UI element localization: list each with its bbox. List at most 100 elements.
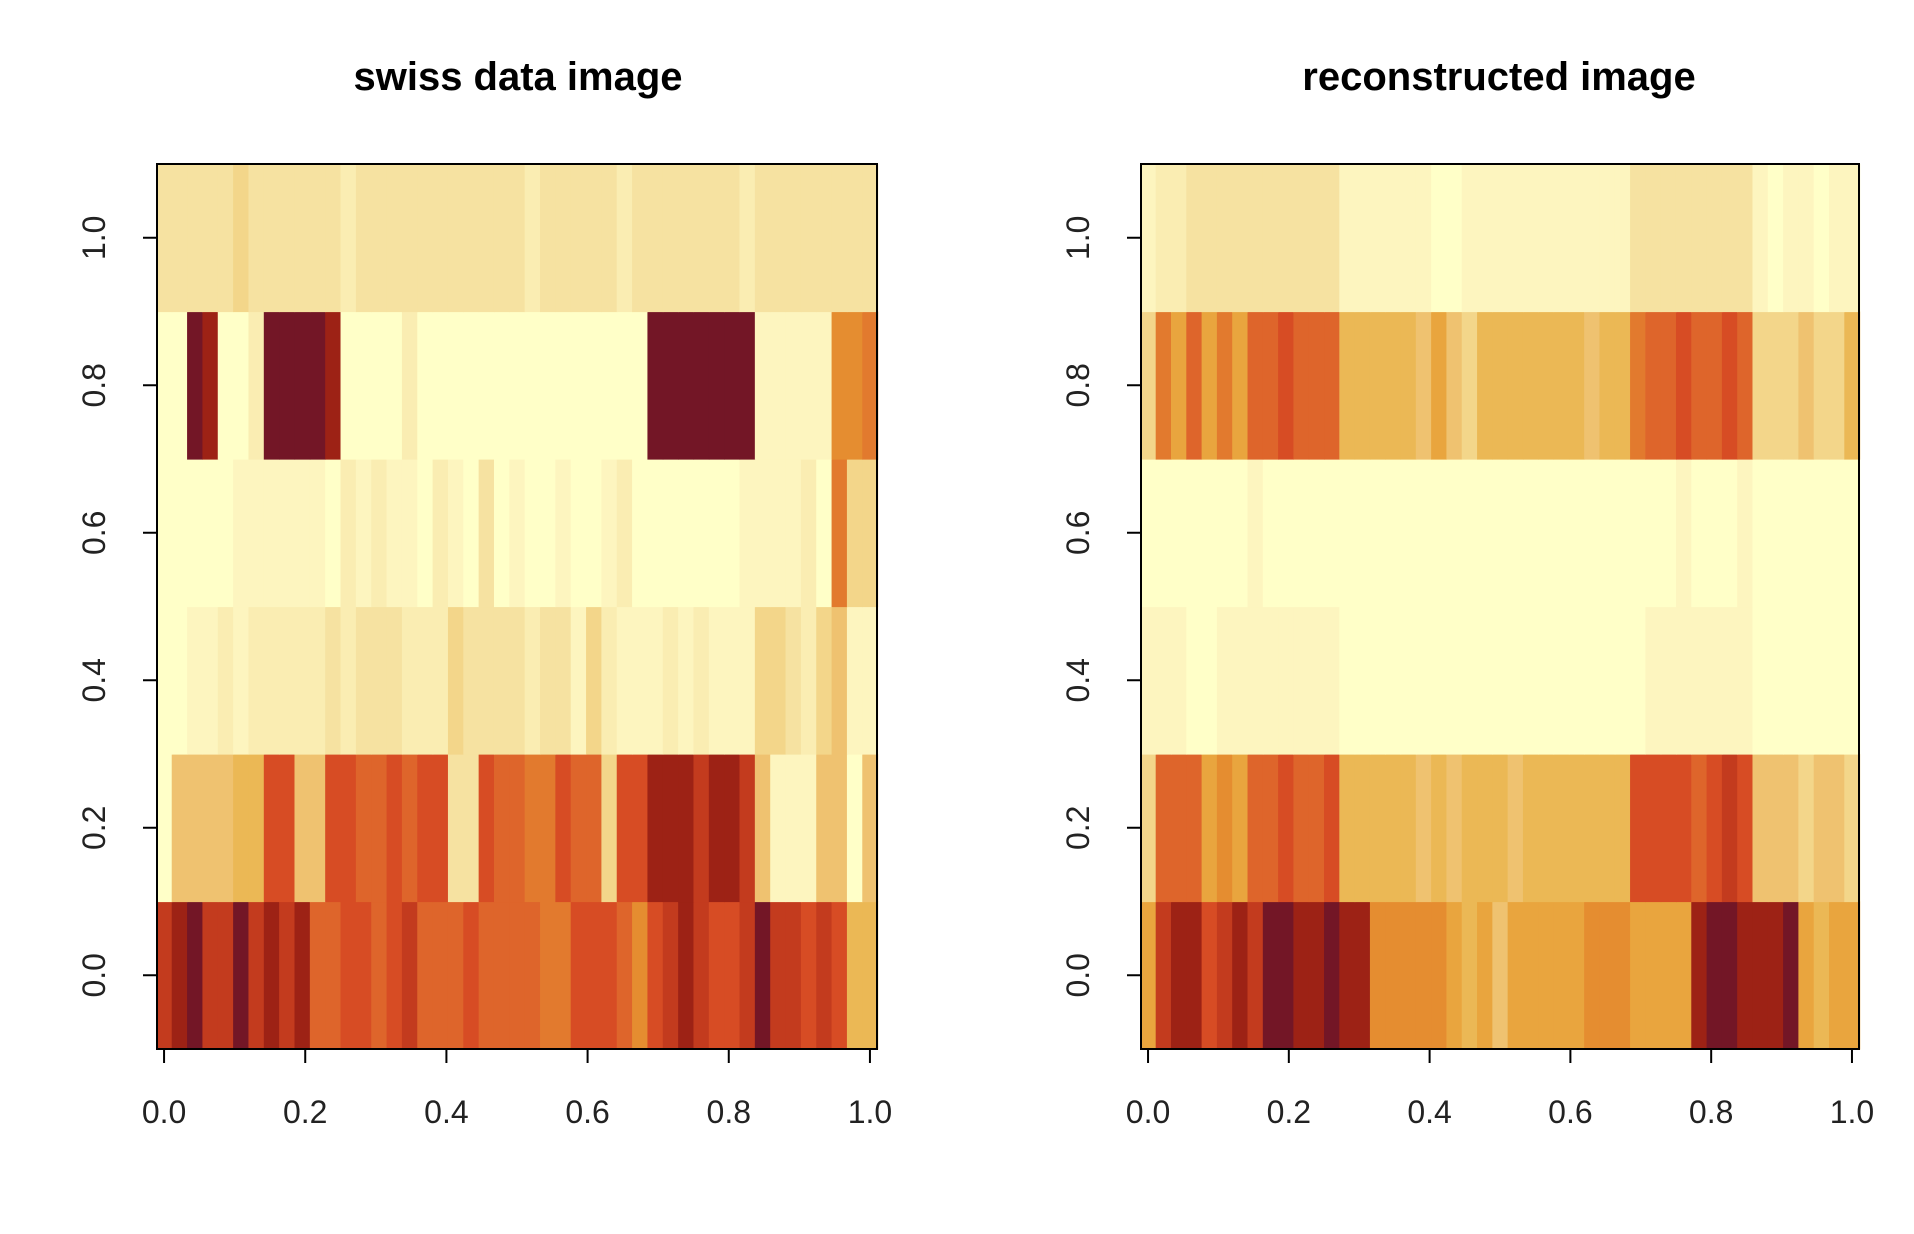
heatmap-cell (493, 754, 510, 903)
heatmap-cell (1584, 459, 1601, 608)
heatmap-cell (1568, 754, 1585, 903)
heatmap-cell (401, 459, 418, 608)
heatmap-cell (1216, 459, 1233, 608)
heatmap-cell (447, 459, 464, 608)
heatmap-cell (447, 901, 464, 1050)
heatmap-cell (1369, 311, 1386, 460)
heatmap-cell (1477, 901, 1493, 1050)
heatmap-cell (1584, 606, 1601, 755)
heatmap-cell (432, 311, 449, 460)
heatmap-cell (647, 311, 664, 460)
heatmap-cell (831, 754, 848, 903)
heatmap-cell (1369, 901, 1386, 1050)
x-tick-label: 1.0 (1830, 1094, 1874, 1130)
heatmap-cell (478, 459, 495, 608)
heatmap-cell (187, 459, 204, 608)
heatmap-cell (1645, 311, 1662, 460)
heatmap-cell (417, 311, 434, 460)
heatmap-cell (1339, 311, 1356, 460)
x-tick-label: 0.6 (1548, 1094, 1592, 1130)
heatmap-cell (1798, 606, 1815, 755)
heatmap-cell (1721, 311, 1738, 460)
heatmap-cell (708, 754, 725, 903)
heatmap-cell (417, 901, 434, 1050)
heatmap-cell (601, 459, 618, 608)
heatmap-cell (1186, 459, 1203, 608)
heatmap-cell (1737, 754, 1754, 903)
heatmap-cell (1630, 311, 1646, 460)
heatmap-cell (570, 164, 587, 313)
x-tick-label: 0.4 (1407, 1094, 1451, 1130)
heatmap-cell (325, 164, 342, 313)
heatmap-cell (1507, 311, 1524, 460)
heatmap-cell (1324, 901, 1340, 1050)
heatmap-cell (1584, 901, 1601, 1050)
heatmap-cell (340, 606, 357, 755)
heatmap-cell (478, 311, 495, 460)
heatmap-cell (662, 164, 679, 313)
heatmap-cell (1262, 311, 1279, 460)
heatmap-cell (1293, 164, 1310, 313)
heatmap-cell (401, 311, 418, 460)
heatmap-cell (1186, 311, 1203, 460)
heatmap-cell (1385, 606, 1402, 755)
heatmap-cell (1324, 164, 1340, 313)
heatmap-cell (693, 311, 710, 460)
heatmap-cell (846, 754, 863, 903)
heatmap-cell (1844, 459, 1861, 608)
heatmap-cell (678, 164, 695, 313)
heatmap-cell (478, 754, 495, 903)
heatmap-cell (294, 459, 311, 608)
heatmap-cell (478, 901, 495, 1050)
heatmap-cell (1829, 164, 1845, 313)
heatmap-cell (1813, 606, 1830, 755)
heatmap-cell (1538, 606, 1555, 755)
heatmap-cell (401, 754, 418, 903)
heatmap-cell (1247, 901, 1264, 1050)
heatmap-cell (708, 164, 725, 313)
heatmap-cell (1813, 311, 1830, 460)
heatmap-cell (1706, 311, 1723, 460)
heatmap-cell (1155, 606, 1172, 755)
heatmap-cell (816, 459, 833, 608)
heatmap-cell (1262, 901, 1279, 1050)
heatmap-cell (678, 606, 695, 755)
heatmap-cell (355, 606, 372, 755)
heatmap-cell (202, 606, 219, 755)
heatmap-cell (708, 901, 725, 1050)
heatmap-cell (1216, 164, 1233, 313)
heatmap-cell (1415, 311, 1432, 460)
heatmap-cell (1446, 311, 1463, 460)
heatmap-cell (1400, 459, 1417, 608)
heatmap-cell (708, 311, 725, 460)
heatmap-cell (1400, 164, 1417, 313)
heatmap-cell (616, 459, 633, 608)
x-tick-label: 0.4 (424, 1094, 468, 1130)
heatmap-cell (1308, 164, 1325, 313)
heatmap-cell (724, 459, 741, 608)
heatmap-cell (1201, 754, 1218, 903)
heatmap-cell (724, 754, 741, 903)
heatmap-cell (1477, 754, 1493, 903)
heatmap-cell (171, 311, 188, 460)
heatmap-cell (678, 459, 695, 608)
heatmap-cell (739, 901, 756, 1050)
heatmap-cell (1461, 164, 1478, 313)
heatmap-cell (647, 459, 664, 608)
heatmap-cell (662, 901, 679, 1050)
heatmap-cell (493, 901, 510, 1050)
heatmap-cell (1278, 901, 1295, 1050)
heatmap-cell (1522, 164, 1539, 313)
heatmap-cell (325, 606, 342, 755)
heatmap-cell (1477, 311, 1493, 460)
heatmap-cell (1721, 754, 1738, 903)
heatmap-cell (371, 606, 388, 755)
y-tick-label: 0.4 (76, 658, 112, 702)
heatmap-cell (1706, 459, 1723, 608)
heatmap-cell (509, 459, 526, 608)
heatmap-cell (1752, 901, 1769, 1050)
x-axis: 0.0 0.2 0.4 0.6 0.8 1.0 (1126, 1048, 1874, 1130)
heatmap-cell (1308, 754, 1325, 903)
heatmap-cell (555, 901, 572, 1050)
heatmap-cell (1385, 459, 1402, 608)
